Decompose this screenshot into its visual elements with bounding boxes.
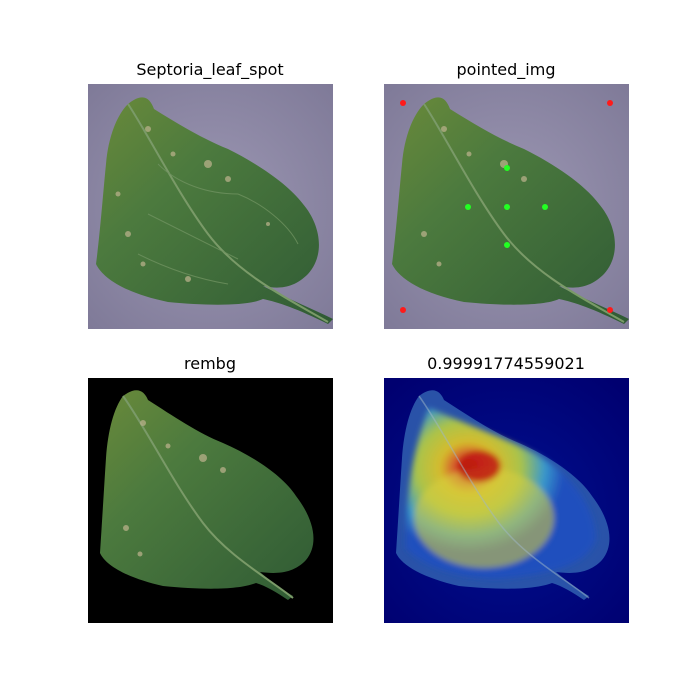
corner-marker — [400, 100, 406, 106]
leaf-pointed-image — [384, 84, 629, 329]
center-marker — [504, 242, 510, 248]
panel-title-rembg: rembg — [184, 354, 236, 373]
leaf-rembg-image — [88, 378, 333, 623]
panel-title-original: Septoria_leaf_spot — [136, 60, 284, 79]
corner-marker — [400, 307, 406, 313]
panel-title-pointed: pointed_img — [456, 60, 556, 79]
center-marker — [504, 165, 510, 171]
corner-marker — [607, 100, 613, 106]
center-marker — [504, 204, 510, 210]
leaf-shape — [96, 97, 333, 324]
corner-marker — [607, 307, 613, 313]
center-marker — [542, 204, 548, 210]
panel-title-heatmap: 0.99991774559021 — [427, 354, 585, 373]
center-marker — [465, 204, 471, 210]
leaf-original-image — [88, 84, 333, 329]
leaf-heatmap-image — [384, 378, 629, 623]
